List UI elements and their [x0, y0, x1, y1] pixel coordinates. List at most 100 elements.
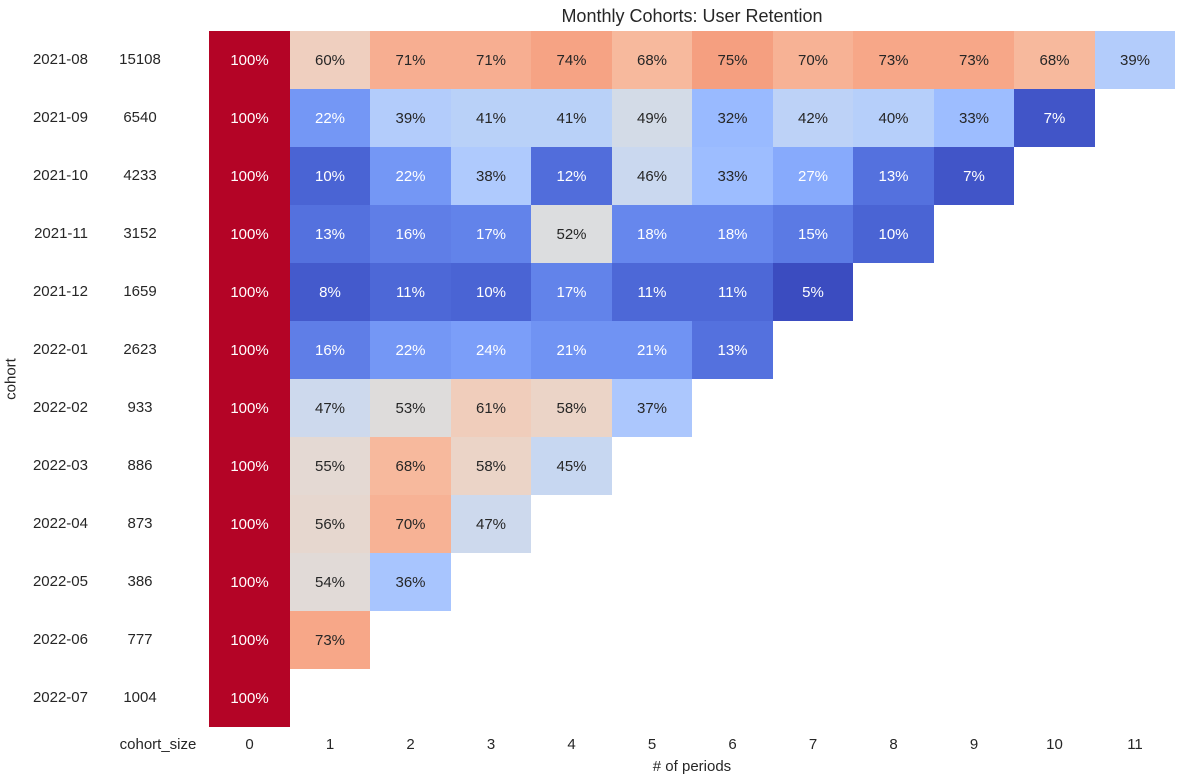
cohort-size-value: 1004 [123, 689, 157, 706]
heatmap-cell: 32% [692, 89, 773, 147]
heatmap-cell: 100% [209, 321, 290, 379]
heatmap-cell: 33% [934, 89, 1014, 147]
x-axis-tick-label: 0 [245, 736, 254, 753]
heatmap-cell: 18% [692, 205, 773, 263]
heatmap-cell: 22% [290, 89, 370, 147]
heatmap-cell: 100% [209, 437, 290, 495]
heatmap-cell: 10% [451, 263, 531, 321]
heatmap-cell: 36% [370, 553, 451, 611]
cohort-size-value: 777 [127, 631, 153, 648]
chart-title: Monthly Cohorts: User Retention [561, 6, 823, 26]
cohort-size-value: 4233 [123, 167, 157, 184]
heatmap-cell: 10% [290, 147, 370, 205]
heatmap-cell: 73% [853, 31, 934, 89]
heatmap-cell: 68% [612, 31, 692, 89]
x-axis-tick-label: 4 [567, 736, 576, 753]
heatmap-cell: 100% [209, 31, 290, 89]
cohort-label: 2022-03 [32, 457, 88, 474]
heatmap-cell: 58% [451, 437, 531, 495]
heatmap-cell: 100% [209, 611, 290, 669]
heatmap-cell: 49% [612, 89, 692, 147]
cohort-label: 2021-08 [32, 51, 88, 68]
heatmap-cell: 13% [290, 205, 370, 263]
heatmap-cell: 41% [531, 89, 612, 147]
heatmap-cell: 21% [612, 321, 692, 379]
heatmap-cell: 73% [934, 31, 1014, 89]
cohort-size-value: 1659 [123, 283, 157, 300]
heatmap-cell: 100% [209, 263, 290, 321]
heatmap-cell: 10% [853, 205, 934, 263]
cohort-label: 2022-02 [32, 399, 88, 416]
heatmap-cell: 54% [290, 553, 370, 611]
cohort-size-value: 3152 [123, 225, 157, 242]
heatmap-cell: 47% [451, 495, 531, 553]
heatmap-cell: 17% [451, 205, 531, 263]
heatmap-cell: 16% [290, 321, 370, 379]
heatmap-cell: 21% [531, 321, 612, 379]
heatmap-cell: 70% [773, 31, 853, 89]
heatmap-cell: 100% [209, 205, 290, 263]
heatmap-cell: 47% [290, 379, 370, 437]
heatmap-cell: 24% [451, 321, 531, 379]
heatmap-cell: 7% [1014, 89, 1095, 147]
heatmap-cell: 11% [692, 263, 773, 321]
cohort-size-value: 886 [127, 457, 153, 474]
cohort-label: 2022-06 [32, 631, 88, 648]
heatmap-cell: 75% [692, 31, 773, 89]
x-axis-tick-label: 7 [808, 736, 818, 753]
cohort-label: 2021-09 [32, 109, 88, 126]
heatmap-cell: 56% [290, 495, 370, 553]
x-axis-label: # of periods [652, 758, 732, 775]
cohort-label: 2022-01 [32, 341, 88, 358]
cohort-label: 2021-10 [32, 167, 88, 184]
heatmap-cell: 7% [934, 147, 1014, 205]
heatmap-cell: 70% [370, 495, 451, 553]
heatmap-cell: 100% [209, 553, 290, 611]
heatmap-cell: 46% [612, 147, 692, 205]
heatmap-cell: 22% [370, 147, 451, 205]
x-axis-tick-label: 3 [486, 736, 496, 753]
heatmap-cell: 71% [370, 31, 451, 89]
x-axis-tick-label: 9 [969, 736, 979, 753]
heatmap-cell: 39% [1095, 31, 1175, 89]
cohort-size-value: 2623 [123, 341, 157, 358]
cohort-label: 2022-05 [32, 573, 88, 590]
cohort-size-value: 933 [127, 399, 153, 416]
heatmap-cell: 45% [531, 437, 612, 495]
heatmap-cell: 16% [370, 205, 451, 263]
cohort-size-value: 6540 [123, 109, 157, 126]
cohort-size-header: cohort_size [119, 736, 197, 753]
heatmap-cell: 37% [612, 379, 692, 437]
heatmap-cell: 38% [451, 147, 531, 205]
heatmap-cell: 61% [451, 379, 531, 437]
x-axis-tick-label: 5 [647, 736, 657, 753]
heatmap-cell: 55% [290, 437, 370, 495]
heatmap-cell: 60% [290, 31, 370, 89]
cohort-size-value: 15108 [119, 51, 161, 68]
heatmap-cell: 33% [692, 147, 773, 205]
heatmap-cell: 74% [531, 31, 612, 89]
heatmap-cell: 100% [209, 147, 290, 205]
heatmap-cell: 27% [773, 147, 853, 205]
heatmap-cell: 73% [290, 611, 370, 669]
heatmap-cell: 11% [612, 263, 692, 321]
heatmap-cell: 12% [531, 147, 612, 205]
heatmap-cell: 52% [531, 205, 612, 263]
cohort-size-value: 873 [127, 515, 153, 532]
heatmap-cell: 22% [370, 321, 451, 379]
heatmap-cell: 100% [209, 669, 290, 727]
heatmap-cell: 100% [209, 495, 290, 553]
x-axis-tick-label: 11 [1127, 736, 1143, 753]
cohort-label: 2021-12 [32, 283, 88, 300]
heatmap-cell: 42% [773, 89, 853, 147]
heatmap-grid: 100% 60% 71% 71% 74% 68% 75% 70% 73% 73% 68% 39% 100… [209, 31, 1175, 727]
heatmap-cell: 39% [370, 89, 451, 147]
heatmap-cell: 11% [370, 263, 451, 321]
heatmap-cell: 100% [209, 379, 290, 437]
cohort-size-value: 386 [127, 573, 153, 590]
heatmap-cell: 40% [853, 89, 934, 147]
heatmap-cell: 100% [209, 89, 290, 147]
heatmap-cell: 58% [531, 379, 612, 437]
heatmap-cell: 41% [451, 89, 531, 147]
